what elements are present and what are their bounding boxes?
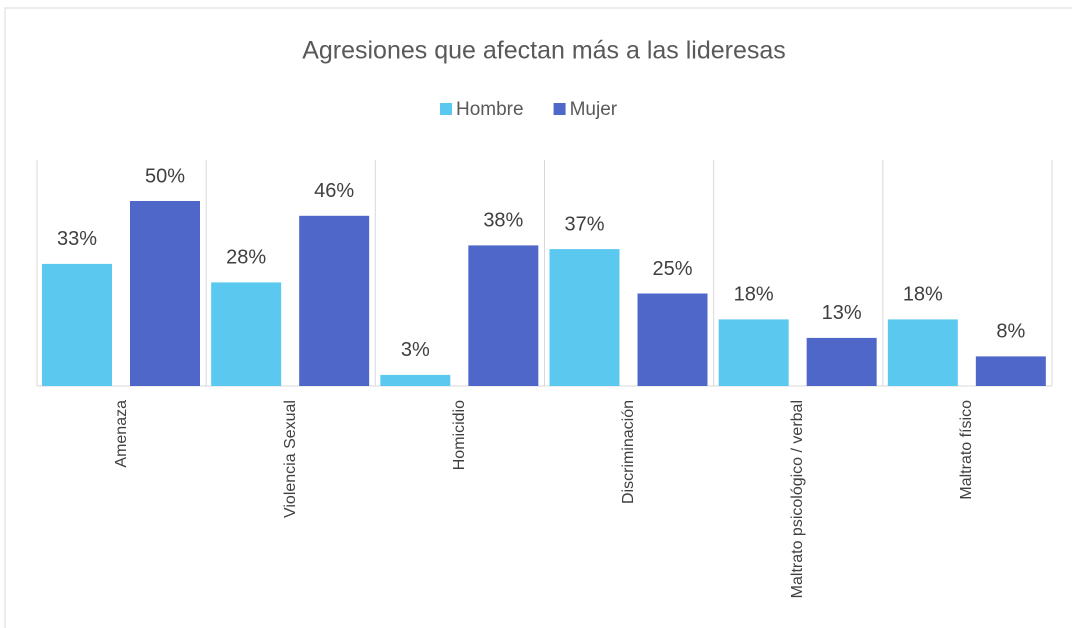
bar [42, 263, 112, 386]
data-label: 18% [734, 284, 774, 306]
x-tick-label: Discriminación [620, 400, 638, 505]
data-label: 46% [314, 180, 354, 202]
data-label: 8% [996, 321, 1025, 343]
bar [975, 356, 1046, 386]
x-tick-label-box: Maltrato físico [945, 400, 989, 615]
data-label: 25% [652, 258, 692, 280]
bar [299, 215, 370, 386]
bar [468, 245, 539, 386]
bar [380, 374, 451, 386]
chart-title: Agresiones que afectan más a las lideres… [302, 37, 786, 65]
x-tick-label-box: Maltrato psicológico / verbal [776, 400, 820, 615]
legend-swatch [440, 103, 452, 115]
x-tick-label: Amenaza [112, 400, 130, 468]
x-tick-label-box: Discriminación [607, 400, 651, 615]
data-label: 33% [57, 228, 97, 250]
bar [806, 337, 877, 386]
data-label: 3% [401, 339, 430, 361]
chart-frame [4, 7, 1072, 628]
data-label: 18% [903, 284, 943, 306]
x-tick-label-box: Amenaza [100, 400, 144, 615]
data-label: 28% [226, 247, 266, 269]
bar [211, 282, 282, 386]
data-label: 38% [483, 210, 523, 232]
x-tick-label-box: Violencia Sexual [269, 400, 313, 615]
x-tick-label: Maltrato físico [958, 400, 976, 500]
data-label: 50% [145, 165, 185, 187]
bar [637, 293, 708, 386]
bar [887, 319, 958, 386]
bar [549, 249, 620, 386]
x-tick-label: Homicidio [450, 400, 468, 471]
x-tick-label: Violencia Sexual [281, 400, 299, 519]
bar [718, 319, 789, 386]
data-label: 13% [822, 302, 862, 324]
x-tick-label: Maltrato psicológico / verbal [789, 400, 807, 599]
bar [130, 201, 200, 386]
legend-label: Hombre [456, 99, 524, 120]
data-label: 37% [564, 213, 604, 235]
legend-label: Mujer [570, 99, 618, 120]
legend-swatch [553, 103, 566, 115]
x-tick-label-box: Homicidio [438, 400, 482, 615]
